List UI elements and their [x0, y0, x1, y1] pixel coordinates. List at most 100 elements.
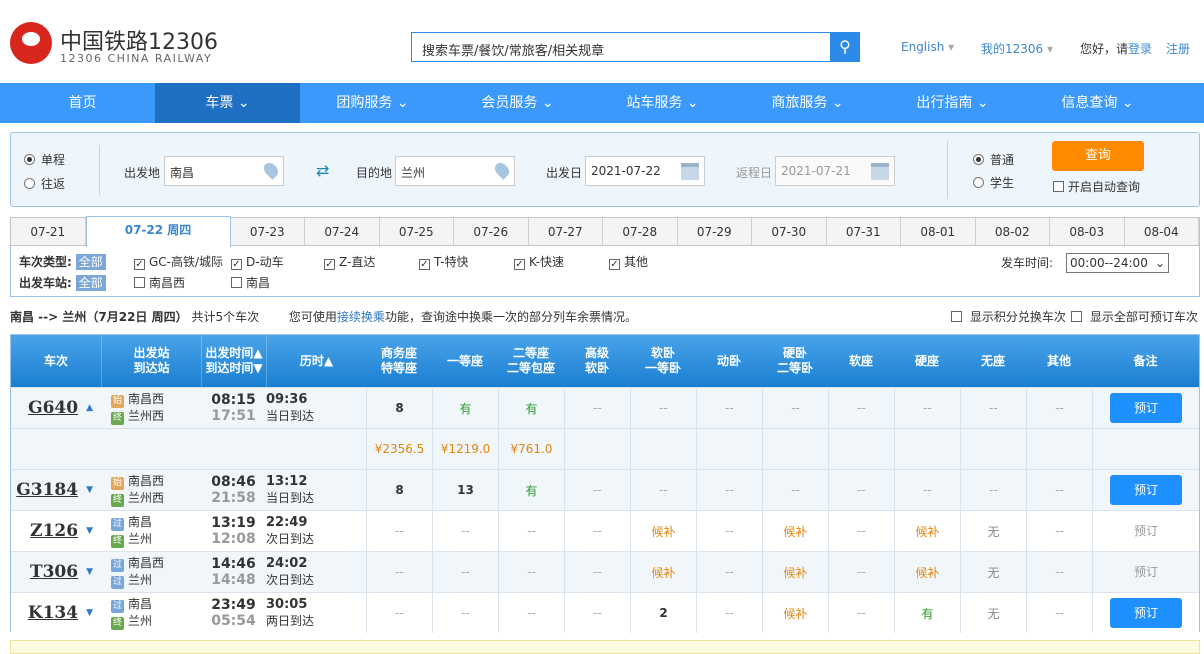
auto-query-checkbox[interactable]: 开启自动查询	[1053, 178, 1140, 195]
from-input[interactable]: 南昌	[164, 156, 284, 186]
train-type-checkbox[interactable]: ✓ K-快速	[514, 253, 564, 270]
query-button[interactable]: 查询	[1052, 141, 1144, 171]
table-cell	[564, 429, 630, 469]
date-tab[interactable]: 08-02	[976, 218, 1050, 245]
train-number-link[interactable]: G640	[28, 398, 79, 418]
station-checkbox[interactable]: 南昌西	[134, 274, 185, 291]
table-cell: 14:46 14:48	[201, 552, 266, 592]
date-tab[interactable]: 07-22 周四	[85, 216, 231, 247]
language-switch[interactable]: English ▾	[901, 40, 955, 54]
station-name[interactable]: 兰州西	[128, 409, 165, 423]
seat-availability: --	[366, 552, 432, 592]
date-tab[interactable]: 07-23	[231, 218, 305, 245]
normal-ticket-radio[interactable]: 普通	[973, 151, 1014, 168]
train-type-checkbox[interactable]: ✓ 其他	[609, 253, 648, 270]
seat-availability: --	[828, 593, 894, 633]
nav-item[interactable]: 车票 ⌄	[155, 83, 300, 123]
nav-item[interactable]: 会员服务 ⌄	[445, 83, 590, 123]
book-button[interactable]: 预订	[1110, 475, 1182, 505]
date-tab[interactable]: 07-29	[678, 218, 752, 245]
table-cell: 30:05 两日到达	[266, 593, 366, 633]
filter-panel: 车次类型: 全部 ✓ GC-高铁/城际 ✓ D-动车 ✓ Z-直达 ✓ T-特快 ✓ K-快速 ✓ 其…	[10, 245, 1200, 297]
expand-icon[interactable]: ▼	[86, 608, 93, 618]
depart-time-select[interactable]: 00:00--24:00 ⌄	[1066, 253, 1169, 273]
collapse-icon[interactable]: ▲	[86, 403, 93, 413]
depart-time: 14:46	[211, 556, 256, 572]
station-all[interactable]: 全部	[75, 275, 106, 291]
train-type-all[interactable]: 全部	[75, 254, 106, 270]
station-name[interactable]: 兰州西	[128, 491, 165, 505]
transfer-link[interactable]: 接续换乘	[336, 310, 385, 324]
arrival-day: 次日到达	[266, 573, 315, 587]
login-link[interactable]: 登录	[1128, 42, 1153, 56]
search-icon[interactable]: ⚲	[830, 32, 860, 62]
station-name[interactable]: 南昌	[128, 597, 153, 611]
date-tab[interactable]: 07-21	[11, 218, 86, 245]
points-checkbox[interactable]: 显示积分兑换车次	[951, 308, 1066, 325]
station-name[interactable]: 兰州	[128, 532, 153, 546]
train-number-link[interactable]: T306	[29, 562, 79, 582]
column-header[interactable]: 出发时间▲ 到达时间▼	[201, 335, 266, 387]
train-type-checkbox[interactable]: ✓ T-特快	[419, 253, 469, 270]
train-type-checkbox[interactable]: ✓ GC-高铁/城际	[134, 253, 223, 270]
date-tab[interactable]: 07-27	[529, 218, 603, 245]
date-tab[interactable]: 08-01	[901, 218, 976, 245]
date-tab[interactable]: 07-28	[603, 218, 678, 245]
book-button[interactable]: 预订	[1133, 565, 1158, 579]
one-way-radio[interactable]: 单程	[24, 151, 65, 168]
train-number-link[interactable]: K134	[27, 603, 79, 623]
nav-item[interactable]: 信息查询 ⌄	[1025, 83, 1170, 123]
depart-date-input[interactable]: 2021-07-22	[585, 156, 705, 186]
nav-item[interactable]: 团购服务 ⌄	[300, 83, 445, 123]
round-trip-radio[interactable]: 往返	[24, 175, 65, 192]
train-type-checkbox[interactable]: ✓ Z-直达	[324, 253, 375, 270]
table-cell: 预订	[1092, 593, 1199, 633]
return-date-input[interactable]: 2021-07-21	[775, 156, 895, 186]
train-type-checkbox[interactable]: ✓ D-动车	[231, 253, 284, 270]
logo-title[interactable]: 中国铁路12306	[60, 30, 218, 55]
station-name[interactable]: 南昌西	[128, 556, 165, 570]
seat-availability: 候补	[630, 552, 696, 592]
calendar-icon[interactable]	[681, 163, 699, 180]
book-button[interactable]: 预订	[1110, 598, 1182, 628]
student-ticket-radio[interactable]: 学生	[973, 174, 1014, 191]
station-name[interactable]: 南昌西	[128, 474, 165, 488]
my12306-menu[interactable]: 我的12306 ▾	[981, 42, 1054, 56]
expand-icon[interactable]: ▼	[86, 485, 93, 495]
date-tab[interactable]: 07-25	[380, 218, 454, 245]
date-tab[interactable]: 07-30	[752, 218, 827, 245]
station-name[interactable]: 兰州	[128, 614, 153, 628]
to-input[interactable]: 兰州	[395, 156, 515, 186]
expand-icon[interactable]: ▼	[86, 567, 93, 577]
station-name[interactable]: 兰州	[128, 573, 153, 587]
table-cell: 始南昌西终兰州西	[101, 470, 201, 510]
date-tab[interactable]: 08-03	[1050, 218, 1125, 245]
station-checkbox[interactable]: 南昌	[231, 274, 270, 291]
date-tab[interactable]: 08-04	[1125, 218, 1199, 245]
date-tab[interactable]: 07-24	[305, 218, 380, 245]
station-name[interactable]: 南昌西	[128, 392, 165, 406]
nav-item[interactable]: 出行指南 ⌄	[880, 83, 1025, 123]
column-header: 备注	[1133, 353, 1158, 368]
nav-item[interactable]: 站车服务 ⌄	[590, 83, 735, 123]
calendar-icon[interactable]	[871, 163, 889, 180]
book-button[interactable]: 预订	[1110, 393, 1182, 423]
nav-item[interactable]: 首页	[10, 83, 155, 123]
expand-icon[interactable]: ▼	[86, 526, 93, 536]
train-number-link[interactable]: G3184	[16, 480, 79, 500]
train-number-link[interactable]: Z126	[30, 521, 79, 541]
all-bookable-checkbox[interactable]: 显示全部可预订车次	[1071, 308, 1198, 325]
register-link[interactable]: 注册	[1166, 42, 1191, 56]
station-type-badge: 始	[111, 395, 124, 408]
table-cell: 过南昌终兰州	[101, 593, 201, 633]
date-tab[interactable]: 07-31	[827, 218, 901, 245]
column-header[interactable]: 历时▲	[266, 335, 366, 387]
site-search-input[interactable]: 搜索车票/餐饮/常旅客/相关规章	[411, 32, 831, 62]
nav-item[interactable]: 商旅服务 ⌄	[735, 83, 880, 123]
table-cell: 24:02 次日到达	[266, 552, 366, 592]
date-tab[interactable]: 07-26	[454, 218, 529, 245]
station-name[interactable]: 南昌	[128, 515, 153, 529]
seat-availability: --	[1026, 511, 1092, 551]
book-button[interactable]: 预订	[1133, 524, 1158, 538]
swap-icon[interactable]: ⇄	[316, 161, 330, 180]
